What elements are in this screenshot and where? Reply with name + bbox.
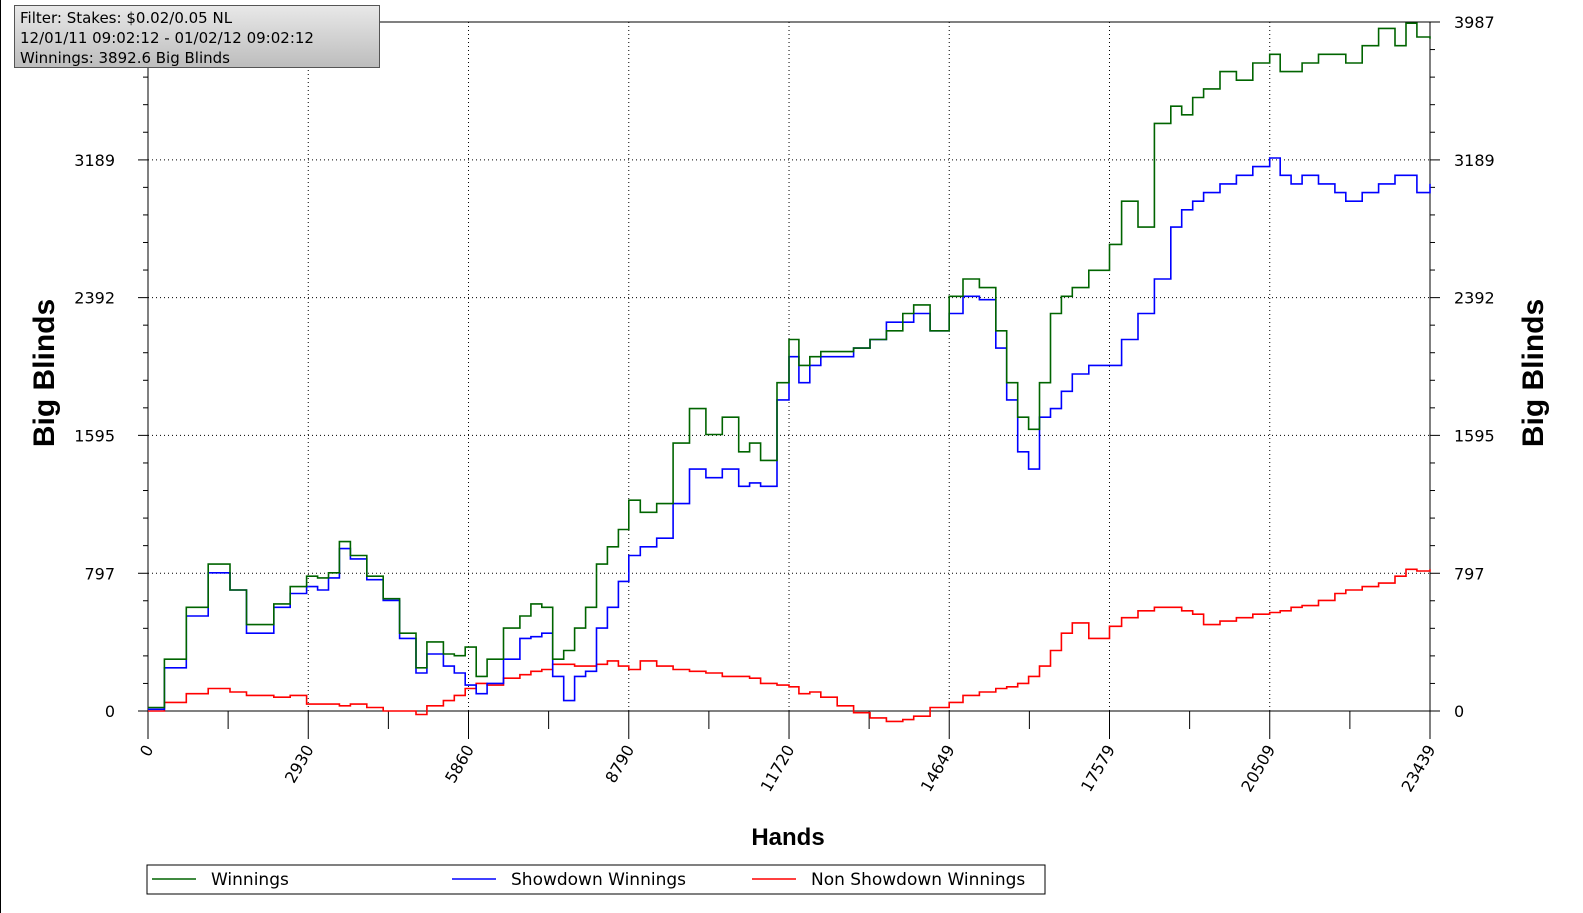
y-left-tick-label: 797 xyxy=(84,564,115,583)
y-right-tick-label: 0 xyxy=(1454,702,1464,721)
legend: Winnings Showdown Winnings Non Showdown … xyxy=(146,864,1046,895)
x-tick-label: 14649 xyxy=(917,742,959,796)
legend-box xyxy=(146,864,1046,895)
y-right-tick-label: 3189 xyxy=(1454,151,1495,170)
x-tick-label: 2930 xyxy=(281,742,318,787)
grid xyxy=(148,22,1430,711)
y-axis-title-left: Big Blinds xyxy=(28,299,61,447)
x-tick-label: 11720 xyxy=(757,742,799,796)
x-axis-title: Hands xyxy=(751,824,824,851)
legend-label-non-showdown: Non Showdown Winnings xyxy=(811,870,1025,890)
x-tick-label: 17579 xyxy=(1077,742,1119,796)
x-tick-label: 20509 xyxy=(1237,742,1279,796)
y-left-tick-label: 3189 xyxy=(74,151,115,170)
y-right-tick-label: 1595 xyxy=(1454,426,1495,445)
winnings-line xyxy=(148,22,1431,709)
filter-stakes-text: Filter: Stakes: $0.02/0.05 NL xyxy=(20,9,233,27)
y-left-tick-label: 0 xyxy=(105,702,115,721)
y-left-tick-label: 2392 xyxy=(74,289,115,308)
y-right-tick-label: 797 xyxy=(1454,564,1485,583)
x-tick-label: 0 xyxy=(136,742,158,760)
filter-info-box: Filter: Stakes: $0.02/0.05 NL 12/01/11 0… xyxy=(14,5,380,68)
legend-label-showdown: Showdown Winnings xyxy=(511,870,686,890)
series-lines xyxy=(148,22,1431,723)
window-left-border xyxy=(0,0,1,913)
filter-date-range-text: 12/01/11 09:02:12 - 01/02/12 09:02:12 xyxy=(20,29,314,47)
y-right-tick-label: 3987 xyxy=(1454,13,1495,32)
x-tick-label: 8790 xyxy=(601,742,638,787)
legend-label-winnings: Winnings xyxy=(211,870,289,890)
filter-winnings-text: Winnings: 3892.6 Big Blinds xyxy=(20,49,230,67)
axes: 0 2930 5860 8790 11720 14649 17579 20509 23439 0 7… xyxy=(74,13,1494,795)
non-showdown-winnings-line xyxy=(148,568,1431,723)
y-axis-title-right: Big Blinds xyxy=(1517,299,1550,447)
y-left-tick-label: 1595 xyxy=(74,426,115,445)
x-tick-label: 5860 xyxy=(441,742,478,787)
x-tick-label: 23439 xyxy=(1398,742,1440,796)
y-right-tick-label: 2392 xyxy=(1454,289,1495,308)
showdown-winnings-line xyxy=(148,157,1431,711)
